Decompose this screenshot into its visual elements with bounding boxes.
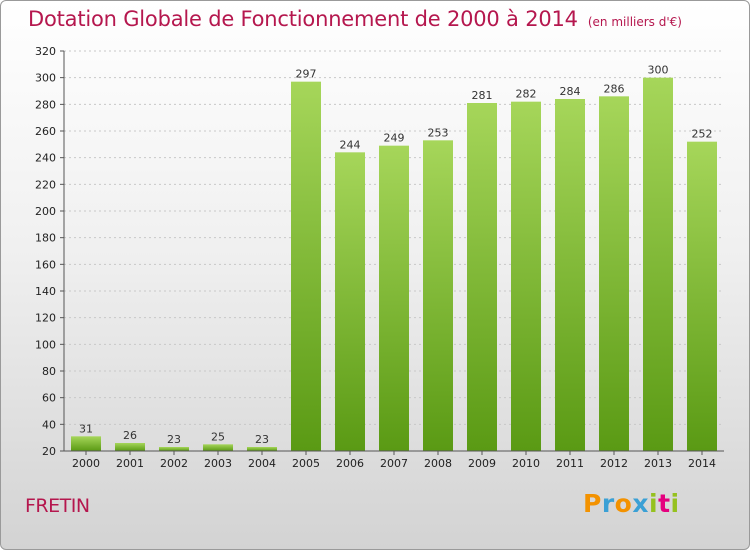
y-tick-label: 320 (35, 45, 56, 58)
x-tick-label: 2010 (512, 457, 540, 470)
proxiti-logo[interactable]: Proxiti (583, 489, 680, 518)
bar (71, 436, 101, 451)
y-tick-label: 120 (35, 312, 56, 325)
bar (335, 152, 365, 452)
bar (203, 444, 233, 451)
x-tick-label: 2006 (336, 457, 364, 470)
bar (423, 140, 453, 452)
data-label: 23 (167, 433, 181, 446)
data-label: 31 (79, 422, 93, 435)
bar (467, 103, 497, 451)
chart-title: Dotation Globale de Fonctionnement de 20… (28, 7, 682, 31)
y-tick-label: 140 (35, 285, 56, 298)
data-label: 249 (384, 132, 405, 145)
x-tick-label: 2002 (160, 457, 188, 470)
bar (555, 99, 585, 451)
data-label: 252 (692, 128, 713, 141)
data-label: 244 (340, 138, 361, 151)
y-tick-label: 260 (35, 125, 56, 138)
bar (687, 141, 717, 451)
data-label: 300 (648, 64, 669, 77)
y-tick-label: 160 (35, 258, 56, 271)
x-tick-label: 2005 (292, 457, 320, 470)
data-label: 282 (516, 88, 537, 101)
x-tick-label: 2012 (600, 457, 628, 470)
bars: 31 26 23 25 23 297 244 249 253 281 282 284 286 300 252 (71, 64, 717, 452)
x-tick-label: 2001 (116, 457, 144, 470)
y-tick-label: 240 (35, 152, 56, 165)
bar (115, 443, 145, 451)
x-tick-label: 2013 (644, 457, 672, 470)
data-label: 23 (255, 433, 269, 446)
y-tick-label: 200 (35, 205, 56, 218)
y-tick-label: 80 (42, 365, 56, 378)
logo-letter: t (658, 489, 671, 518)
y-tick-label: 40 (42, 418, 56, 431)
logo-letter: x (632, 489, 649, 518)
x-tick-label: 2014 (688, 457, 716, 470)
logo-letter: P (583, 489, 602, 518)
data-label: 26 (123, 429, 137, 442)
x-tick-label: 2003 (204, 457, 232, 470)
y-tick-label: 180 (35, 232, 56, 245)
x-tick-label: 2011 (556, 457, 584, 470)
y-tick-label: 20 (42, 445, 56, 458)
logo-letter: r (601, 489, 615, 518)
chart-unit: (en milliers d'€) (587, 15, 682, 29)
y-tick-label: 60 (42, 392, 56, 405)
y-tick-label: 220 (35, 178, 56, 191)
bar (159, 447, 189, 451)
data-label: 281 (472, 89, 493, 102)
bar (511, 101, 541, 452)
data-label: 253 (428, 126, 449, 139)
y-tick-label: 300 (35, 72, 56, 85)
x-tick-label: 2004 (248, 457, 276, 470)
x-tick-label: 2007 (380, 457, 408, 470)
data-label: 297 (296, 68, 317, 81)
logo-letter: i (670, 489, 680, 518)
x-axis: 2000 2001 2002 2003 2004 2005 2006 2007 2008 2009… (64, 450, 724, 470)
y-tick-label: 280 (35, 98, 56, 111)
bar (379, 145, 409, 451)
data-label: 25 (211, 430, 225, 443)
chart-title-text: Dotation Globale de Fonctionnement de 20… (28, 7, 578, 31)
data-label: 284 (560, 85, 581, 98)
y-tick-label: 100 (35, 338, 56, 351)
bar (291, 81, 321, 452)
data-label: 286 (604, 82, 625, 95)
bar (599, 96, 629, 451)
bar (247, 447, 277, 451)
x-tick-label: 2000 (72, 457, 100, 470)
commune-name: FRETIN (25, 495, 90, 517)
logo-letter: o (614, 489, 633, 518)
x-tick-label: 2009 (468, 457, 496, 470)
y-axis: 20 40 60 80 100 120 140 160 180 200 220 240 260 280 30… (35, 45, 65, 458)
logo-letter: i (649, 489, 659, 518)
x-tick-label: 2008 (424, 457, 452, 470)
bar (643, 77, 673, 452)
